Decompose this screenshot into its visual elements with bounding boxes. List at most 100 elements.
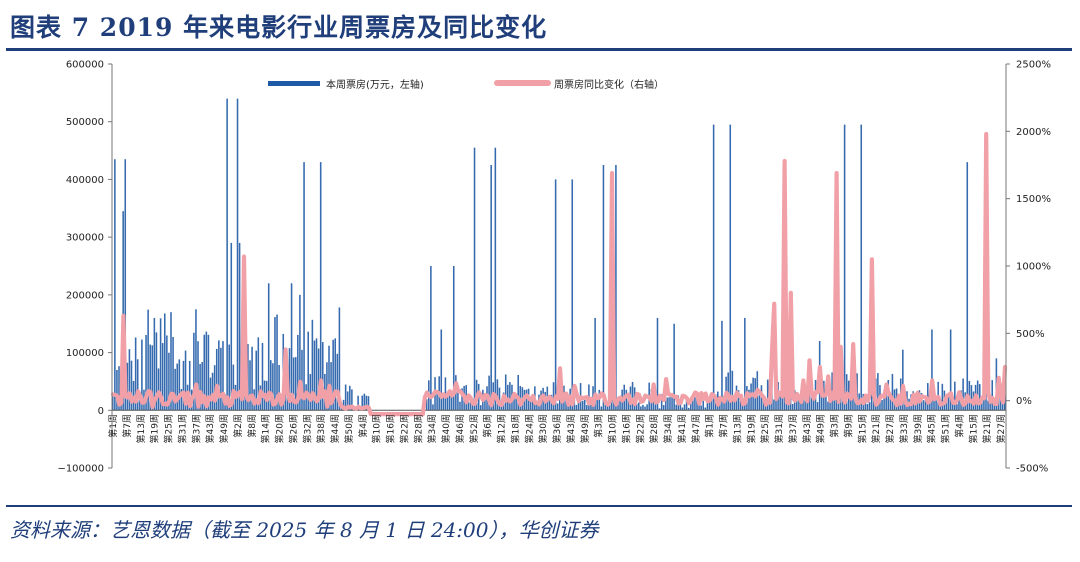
bar xyxy=(440,329,443,411)
bar xyxy=(270,360,272,411)
bar xyxy=(631,381,634,411)
x-tick-label: 第3周 xyxy=(829,414,841,438)
bar xyxy=(635,403,638,411)
bar xyxy=(843,124,846,411)
title-rule xyxy=(6,48,1072,51)
footer-rule xyxy=(6,505,1072,507)
bar xyxy=(825,391,827,411)
x-tick-label: 第14周 xyxy=(260,414,272,443)
bar xyxy=(288,348,291,411)
legend: 本周票房(万元，左轴) 周票房同比变化（右轴） xyxy=(268,78,664,91)
bar xyxy=(251,346,253,411)
bar xyxy=(868,402,871,411)
bar xyxy=(479,405,482,411)
bar xyxy=(188,360,191,411)
bar xyxy=(153,317,156,411)
bar xyxy=(122,211,124,411)
bar xyxy=(161,343,164,411)
x-tick-label: 第10周 xyxy=(371,414,383,443)
x-tick-label: 第19周 xyxy=(745,414,757,443)
x-tick-label: 第25周 xyxy=(759,414,771,443)
bar xyxy=(744,317,746,411)
x-tick-label: 第30周 xyxy=(537,414,549,443)
x-tick-label: 第20周 xyxy=(274,414,286,443)
x-tick-label: 第52周 xyxy=(468,414,480,443)
bar xyxy=(338,307,341,411)
bar xyxy=(145,334,147,411)
bar xyxy=(207,334,210,411)
bar xyxy=(292,357,295,411)
bar xyxy=(299,294,301,411)
bar xyxy=(935,400,937,411)
bar xyxy=(346,391,349,411)
x-tick-label: 第49周 xyxy=(218,414,230,443)
bar xyxy=(130,360,133,411)
bar xyxy=(962,378,964,411)
bar xyxy=(205,331,208,411)
bar xyxy=(363,393,366,411)
x-tick-label: 第44周 xyxy=(329,414,341,443)
bar xyxy=(114,159,116,411)
bar xyxy=(141,339,143,411)
bar xyxy=(471,401,474,411)
x-tick-label: 第50周 xyxy=(343,414,355,443)
x-tick-label: 第27周 xyxy=(995,414,1007,443)
bar xyxy=(349,385,351,411)
bar xyxy=(357,395,359,411)
bar xyxy=(548,398,551,411)
bar xyxy=(810,390,813,411)
bar xyxy=(272,363,274,411)
bar xyxy=(991,380,994,411)
bar xyxy=(702,397,705,411)
bar xyxy=(577,398,580,411)
bar xyxy=(860,124,863,411)
bar xyxy=(203,334,206,411)
bar xyxy=(596,395,598,411)
bar xyxy=(450,392,453,411)
bar xyxy=(525,389,528,411)
bar xyxy=(163,313,166,411)
left-tick-label: 0 xyxy=(98,406,104,417)
bar xyxy=(681,407,684,411)
x-tick-label: 第51周 xyxy=(940,414,952,443)
bar xyxy=(176,363,179,411)
bar xyxy=(328,345,330,411)
bar xyxy=(201,362,203,411)
bar xyxy=(351,389,353,411)
bar xyxy=(459,401,461,411)
x-tick-label: 第1周 xyxy=(107,414,119,438)
bar xyxy=(654,404,657,411)
bar xyxy=(692,395,694,411)
bar xyxy=(706,402,709,411)
bar xyxy=(365,395,368,411)
x-tick-label: 第37周 xyxy=(787,414,799,443)
bar xyxy=(311,319,314,411)
x-tick-label: 第34周 xyxy=(426,414,438,443)
bar xyxy=(981,401,983,411)
bar xyxy=(673,323,675,411)
bar xyxy=(498,387,501,411)
x-tick-label: 第34周 xyxy=(662,414,674,443)
bar xyxy=(987,400,989,411)
bar xyxy=(773,399,775,411)
bar xyxy=(442,394,445,411)
x-tick-label: 第47周 xyxy=(690,414,702,443)
x-tick-label: 第33周 xyxy=(898,414,910,443)
bar xyxy=(128,349,131,411)
bar xyxy=(675,404,677,411)
bar xyxy=(556,403,559,411)
x-tick-label: 第1周 xyxy=(704,414,716,438)
x-tick-label: 第37周 xyxy=(190,414,202,443)
x-tick-label: 第43周 xyxy=(204,414,216,443)
bar xyxy=(989,398,991,411)
bar xyxy=(947,394,950,411)
x-tick-label: 第39周 xyxy=(912,414,924,443)
bar xyxy=(922,400,925,411)
x-tick-label: 第38周 xyxy=(315,414,327,443)
bar xyxy=(247,344,249,411)
x-tick-label: 第3周 xyxy=(593,414,605,438)
bar xyxy=(781,387,784,411)
bar xyxy=(721,320,723,411)
bar xyxy=(883,397,885,411)
bar xyxy=(249,360,251,411)
